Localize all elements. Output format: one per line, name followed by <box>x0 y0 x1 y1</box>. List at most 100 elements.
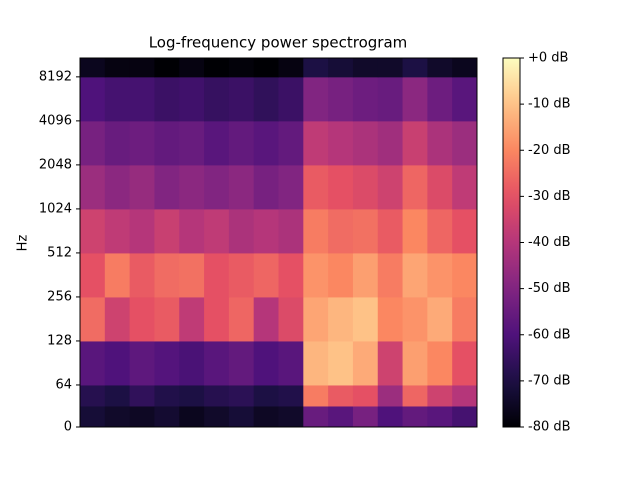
spectrogram-cell <box>278 252 304 298</box>
spectrogram-cell <box>253 58 279 78</box>
y-tick-label: 512 <box>47 245 72 260</box>
spectrogram-cell <box>179 58 205 78</box>
spectrogram-cell <box>129 164 155 210</box>
spectrogram-cell <box>80 120 106 166</box>
y-tick-label: 4096 <box>39 113 72 128</box>
colorbar-tick-label: -60 dB <box>528 327 571 342</box>
spectrogram-cell <box>80 384 106 407</box>
spectrogram-cell <box>402 164 428 210</box>
spectrogram-cell <box>129 296 155 342</box>
y-tick-label: 8192 <box>39 69 72 84</box>
spectrogram-cell <box>352 296 379 342</box>
spectrogram-cell <box>104 76 131 122</box>
spectrogram-cell <box>328 120 354 166</box>
spectrogram-cell <box>402 76 428 122</box>
spectrogram-cell <box>328 76 354 122</box>
spectrogram-cell <box>328 296 354 342</box>
spectrogram-cell <box>278 164 304 210</box>
spectrogram-cell <box>228 405 255 428</box>
spectrogram-cell <box>303 208 329 254</box>
spectrogram-cell <box>104 252 131 298</box>
spectrogram-cell <box>129 340 155 386</box>
spectrogram-cell <box>154 208 180 254</box>
spectrogram-cell <box>377 340 404 386</box>
spectrogram-cell <box>303 296 329 342</box>
spectrogram-cell <box>377 296 404 342</box>
spectrogram-cell <box>253 405 279 428</box>
y-tick-label: 256 <box>47 289 72 304</box>
spectrogram-cell <box>228 164 255 210</box>
spectrogram-cell <box>104 164 131 210</box>
spectrogram-cell <box>427 252 453 298</box>
spectrogram-cell <box>427 384 453 407</box>
spectrogram-cell <box>228 252 255 298</box>
spectrogram-cell <box>278 340 304 386</box>
colorbar-tick-label: -70 dB <box>528 373 571 388</box>
spectrogram-cell <box>427 405 453 428</box>
spectrogram-cell <box>427 120 453 166</box>
spectrogram-cell <box>179 76 205 122</box>
spectrogram-cell <box>303 120 329 166</box>
spectrogram-cell <box>154 164 180 210</box>
spectrogram-cell <box>452 76 478 122</box>
spectrogram-cell <box>204 384 230 407</box>
spectrogram-cell <box>179 252 205 298</box>
spectrogram-cell <box>303 252 329 298</box>
spectrogram-cell <box>328 405 354 428</box>
spectrogram-cell <box>204 296 230 342</box>
spectrogram-cell <box>278 208 304 254</box>
y-tick-label: 0 <box>64 420 72 435</box>
colorbar-tick-label: -30 dB <box>528 189 571 204</box>
y-tick-label: 2048 <box>39 157 72 172</box>
spectrogram-cell <box>352 58 379 78</box>
spectrogram-cell <box>452 58 478 78</box>
spectrogram-cell <box>204 340 230 386</box>
spectrogram-cell <box>80 340 106 386</box>
spectrogram-cell <box>278 76 304 122</box>
spectrogram-cell <box>452 164 478 210</box>
spectrogram-cell <box>452 384 478 407</box>
spectrogram-cell <box>179 164 205 210</box>
spectrogram-cell <box>154 120 180 166</box>
spectrogram-cell <box>104 340 131 386</box>
y-tick-label: 1024 <box>39 201 72 216</box>
spectrogram-cell <box>278 384 304 407</box>
spectrogram-cell <box>253 120 279 166</box>
spectrogram-cell <box>352 384 379 407</box>
spectrogram-cell <box>377 405 404 428</box>
y-tick-label: 64 <box>55 377 72 392</box>
spectrogram-cell <box>228 384 255 407</box>
spectrogram-cell <box>80 58 106 78</box>
spectrogram-cell <box>179 296 205 342</box>
spectrogram-cell <box>377 76 404 122</box>
spectrogram-cell <box>427 296 453 342</box>
spectrogram-cell <box>154 340 180 386</box>
spectrogram-cell <box>228 76 255 122</box>
spectrogram-cell <box>204 405 230 428</box>
spectrogram-cell <box>402 58 428 78</box>
colorbar <box>502 57 521 428</box>
spectrogram-cell <box>129 120 155 166</box>
spectrogram-cell <box>228 208 255 254</box>
spectrogram-cell <box>228 340 255 386</box>
spectrogram-cell <box>352 76 379 122</box>
spectrogram-cell <box>452 340 478 386</box>
spectrogram-cell <box>179 208 205 254</box>
spectrogram-cell <box>352 208 379 254</box>
spectrogram-cell <box>427 208 453 254</box>
spectrogram-cell <box>278 296 304 342</box>
spectrogram-cell <box>129 405 155 428</box>
spectrogram-cell <box>104 405 131 428</box>
spectrogram-cell <box>328 58 354 78</box>
spectrogram-cell <box>303 384 329 407</box>
spectrogram-cell <box>402 340 428 386</box>
spectrogram-cell <box>179 384 205 407</box>
spectrogram-cell <box>427 340 453 386</box>
spectrogram-cell <box>427 58 453 78</box>
spectrogram-cell <box>352 252 379 298</box>
spectrogram-cell <box>104 208 131 254</box>
spectrogram-cell <box>253 76 279 122</box>
spectrogram-cell <box>80 252 106 298</box>
spectrogram-cell <box>80 164 106 210</box>
